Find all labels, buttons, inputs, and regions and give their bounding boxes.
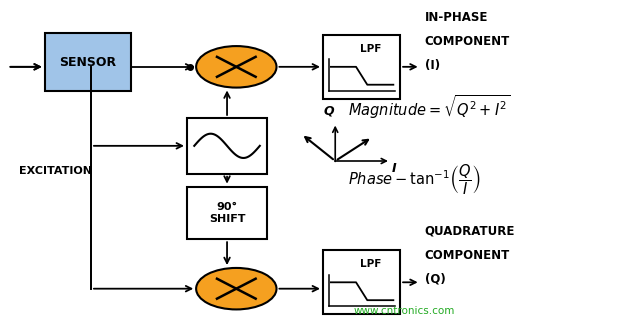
- Text: $\mathit{Magnitude} = \sqrt{Q^2 + I^2}$: $\mathit{Magnitude} = \sqrt{Q^2 + I^2}$: [348, 93, 510, 121]
- Bar: [187, 186, 267, 239]
- Text: SENSOR: SENSOR: [60, 55, 117, 69]
- Text: IN-PHASE: IN-PHASE: [425, 11, 488, 24]
- Text: I: I: [392, 163, 396, 175]
- Bar: [187, 118, 267, 174]
- Text: EXCITATION: EXCITATION: [19, 166, 92, 176]
- Bar: [323, 35, 400, 99]
- Bar: [323, 251, 400, 314]
- Text: Q: Q: [324, 105, 334, 118]
- Text: COMPONENT: COMPONENT: [425, 35, 510, 48]
- Bar: [45, 33, 131, 91]
- Text: www.cntronics.com: www.cntronics.com: [354, 306, 455, 316]
- Circle shape: [196, 268, 276, 309]
- Text: 90°
SHIFT: 90° SHIFT: [209, 202, 245, 224]
- Text: (I): (I): [425, 59, 440, 72]
- Text: QUADRATURE: QUADRATURE: [425, 225, 515, 238]
- Text: $\mathit{Phase} - \tan^{-1}\!\left(\dfrac{Q}{I}\right)$: $\mathit{Phase} - \tan^{-1}\!\left(\dfra…: [348, 163, 481, 197]
- Text: (Q): (Q): [425, 273, 446, 286]
- Text: COMPONENT: COMPONENT: [425, 249, 510, 262]
- Text: LPF: LPF: [360, 44, 381, 54]
- Text: LPF: LPF: [360, 260, 381, 270]
- Circle shape: [196, 46, 276, 88]
